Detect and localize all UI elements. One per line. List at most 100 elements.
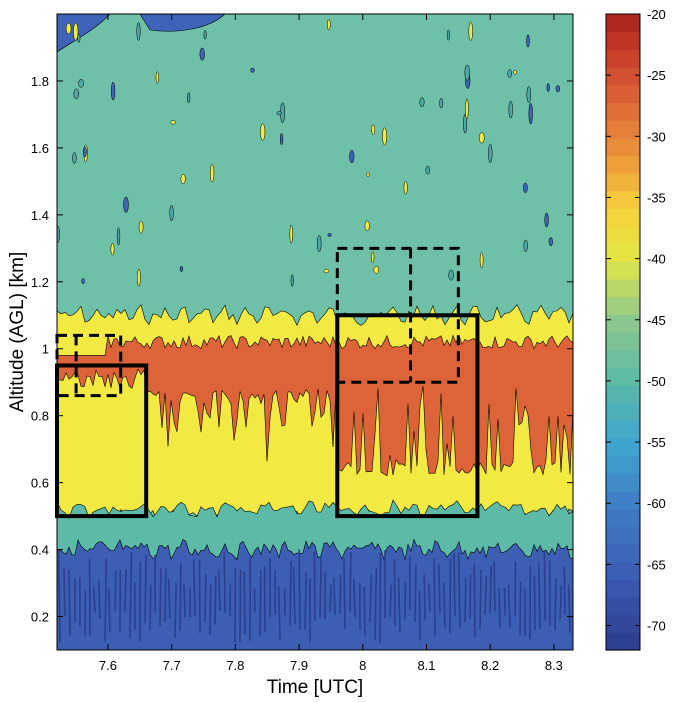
colorbar-tick-label: -30 [647, 129, 666, 144]
colorbar-segment [606, 526, 640, 545]
contour-speckle [548, 237, 553, 247]
contour-speckle [116, 227, 121, 246]
colorbar-segment [606, 367, 640, 386]
low-layer-streak [507, 584, 511, 628]
colorbar-segment [606, 402, 640, 421]
colorbar-tick-label: -65 [647, 557, 666, 572]
low-layer-streak [414, 564, 417, 622]
low-layer-streak [543, 550, 546, 621]
contour-speckle [448, 269, 454, 281]
upper-blue-patch [57, 14, 111, 53]
low-layer-streak [559, 585, 563, 620]
contour-speckle [479, 132, 485, 144]
low-layer-streak [352, 579, 356, 618]
contour-speckle [260, 123, 266, 141]
contour-speckle [187, 92, 191, 104]
contour-speckle [77, 33, 81, 43]
contour-speckle [327, 19, 331, 31]
contour-speckle [544, 212, 549, 228]
low-layer-streak [183, 583, 186, 618]
low-layer-streak [349, 552, 352, 613]
contour-speckle [463, 113, 468, 134]
contour-speckle [81, 278, 85, 285]
contour-speckle [371, 124, 376, 135]
low-layer-streak [423, 574, 426, 620]
y-tick-label: 0.8 [31, 409, 49, 424]
low-layer-streak [107, 587, 111, 633]
contour-speckle [279, 133, 284, 146]
colorbar-tick-label: -70 [647, 619, 666, 634]
colorbar-tick-label: -45 [647, 313, 666, 328]
low-layer-streak [554, 578, 557, 631]
colorbar-segment [606, 349, 640, 368]
colorbar-segment [606, 438, 640, 457]
contour-speckle [123, 196, 129, 213]
colorbar-segment [606, 561, 640, 580]
colorbar-segment [606, 508, 640, 527]
low-layer-streak [333, 578, 336, 615]
contour-speckle [65, 22, 72, 35]
contour-speckle [78, 78, 84, 88]
colorbar-tick-label: -55 [647, 435, 666, 450]
y-axis-label: Altitude (AGL) [km] [7, 252, 28, 413]
low-layer-streak [174, 582, 177, 638]
contour-speckle [110, 243, 115, 256]
low-layer-streak [149, 584, 152, 630]
colorbar-segment [606, 84, 640, 103]
colorbar-segment [606, 597, 640, 616]
low-layer-streak [369, 574, 373, 622]
y-tick-label: 1.4 [31, 208, 49, 223]
colorbar-segment [606, 332, 640, 351]
colorbar-segment [606, 14, 640, 33]
contour-speckle [508, 100, 513, 119]
contour-speckle [464, 64, 470, 81]
contour-speckle [110, 81, 116, 101]
contour-speckle [446, 29, 450, 41]
low-layer-streak [167, 578, 171, 619]
contour-speckle [528, 102, 533, 125]
colorbar-segment [606, 420, 640, 439]
contour-speckle [419, 97, 425, 108]
colorbar-tick-label: -60 [647, 496, 666, 511]
low-layer-streak [453, 553, 456, 616]
colorbar-segment [606, 173, 640, 192]
low-layer-streak [204, 573, 207, 622]
x-tick-label: 7.6 [99, 658, 117, 673]
contour-speckle [199, 47, 205, 61]
y-tick-label: 1.8 [31, 74, 49, 89]
low-layer-streak [217, 570, 221, 611]
low-layer-streak [489, 565, 493, 614]
low-layer-streak [533, 575, 536, 631]
low-layer-streak [519, 581, 522, 636]
x-tick-label: 8.1 [417, 658, 435, 673]
contour-speckle [425, 165, 431, 175]
colorbar-segment [606, 279, 640, 298]
low-layer-streak [277, 586, 281, 641]
contour-speckle [250, 67, 255, 73]
contour-speckle [327, 233, 332, 237]
x-axis-ticks: 7.6 7.7 7.8 7.9 8 8.1 8.2 8.3 [99, 14, 563, 673]
low-layer-streak [179, 563, 182, 631]
x-axis-label: Time [UTC] [267, 677, 363, 698]
colorbar [605, 13, 641, 651]
low-layer-streak [239, 569, 242, 642]
low-layer-streak [457, 552, 461, 628]
low-layer-streak [473, 563, 476, 638]
y-tick-label: 1.6 [31, 141, 49, 156]
colorbar-frame [605, 13, 641, 651]
low-layer-streak [498, 588, 501, 628]
low-layer-streak [144, 554, 147, 624]
colorbar-segment [606, 614, 640, 633]
contour-speckle [180, 173, 186, 185]
contour-speckle [403, 180, 408, 195]
low-layer-streak [389, 584, 393, 618]
contour-speckle [488, 143, 493, 164]
contour-speckle [289, 224, 293, 244]
x-tick-label: 8.2 [481, 658, 499, 673]
contour-speckle [382, 127, 387, 146]
contour-speckle [210, 164, 215, 183]
contour-speckle [137, 268, 141, 287]
low-layer-streak [393, 559, 396, 627]
colorbar-segment [606, 314, 640, 333]
dashed-region-box [55, 333, 123, 398]
